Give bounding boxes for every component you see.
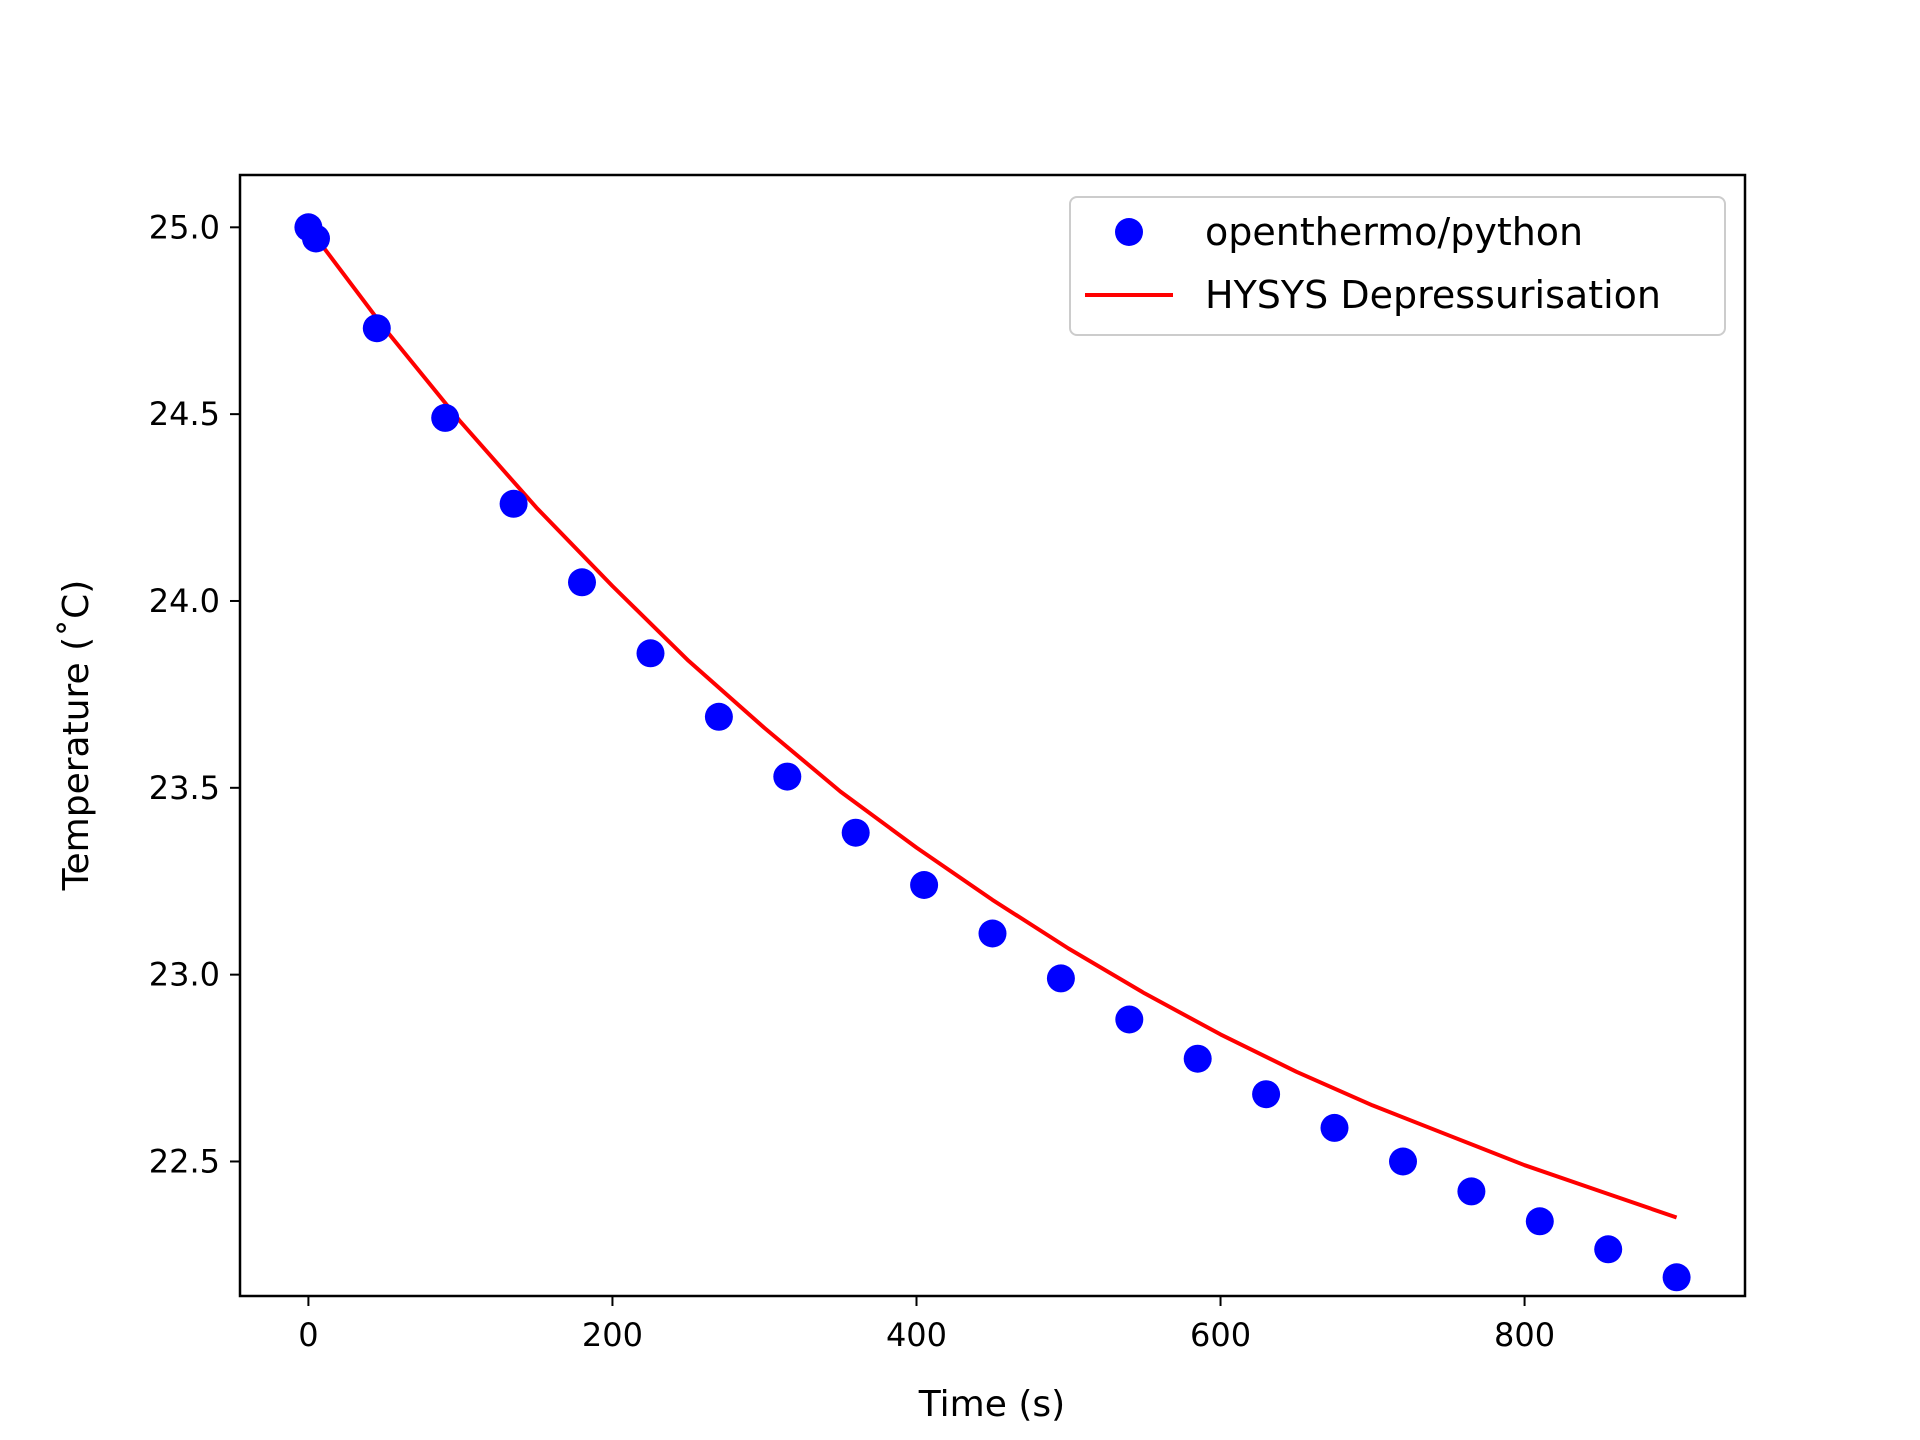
data-point-openthermo: [1457, 1177, 1486, 1206]
data-point-openthermo: [978, 919, 1007, 948]
data-point-openthermo: [431, 403, 460, 432]
series-layer: [294, 213, 1691, 1292]
y-tick-label: 25.0: [149, 208, 220, 246]
x-tick-label: 400: [886, 1316, 947, 1354]
data-point-openthermo: [1183, 1044, 1212, 1073]
data-point-openthermo: [1252, 1080, 1281, 1109]
series-line-hysys-depressurisation: [306, 226, 1678, 1220]
data-point-openthermo: [773, 762, 802, 791]
x-tick-label: 600: [1190, 1316, 1251, 1354]
data-point-openthermo: [1320, 1113, 1349, 1142]
data-point-openthermo: [1115, 1005, 1144, 1034]
y-tick-label: 22.5: [149, 1142, 220, 1180]
data-point-openthermo: [841, 818, 870, 847]
legend: openthermo/python HYSYS Depressurisation: [1069, 196, 1726, 336]
x-tick-label: 0: [298, 1316, 318, 1354]
data-point-openthermo: [362, 314, 391, 343]
x-axis-label: Time (s): [918, 1384, 1065, 1425]
y-tick-label: 24.5: [149, 395, 220, 433]
legend-box: [1069, 196, 1726, 336]
data-point-openthermo: [910, 871, 939, 899]
legend-marker-openthermo: [1115, 218, 1143, 246]
data-point-openthermo: [1594, 1235, 1623, 1264]
data-point-openthermo: [1662, 1263, 1691, 1292]
data-point-openthermo: [636, 639, 665, 668]
data-point-openthermo: [1389, 1147, 1417, 1176]
legend-label-hysys: HYSYS Depressurisation: [1205, 273, 1661, 317]
x-axis: 0 200 400 600 800: [298, 1296, 1555, 1354]
data-point-openthermo: [704, 702, 733, 731]
x-tick-label: 800: [1494, 1316, 1555, 1354]
data-point-openthermo: [568, 568, 596, 597]
data-point-openthermo: [499, 489, 528, 518]
legend-label-openthermo: openthermo/python: [1205, 210, 1583, 254]
y-tick-label: 24.0: [149, 582, 220, 620]
y-axis: 22.5 23.0 23.5 24.0 24.5 25.0: [149, 208, 240, 1180]
y-axis-label: Temperature (˚C): [56, 580, 97, 892]
y-tick-label: 23.0: [149, 956, 220, 994]
x-tick-label: 200: [582, 1316, 643, 1354]
y-tick-label: 23.5: [149, 769, 220, 807]
data-point-openthermo: [1525, 1207, 1554, 1236]
data-point-openthermo: [1046, 964, 1075, 993]
plot-frame: [238, 173, 1747, 1298]
data-point-openthermo: [302, 224, 330, 253]
